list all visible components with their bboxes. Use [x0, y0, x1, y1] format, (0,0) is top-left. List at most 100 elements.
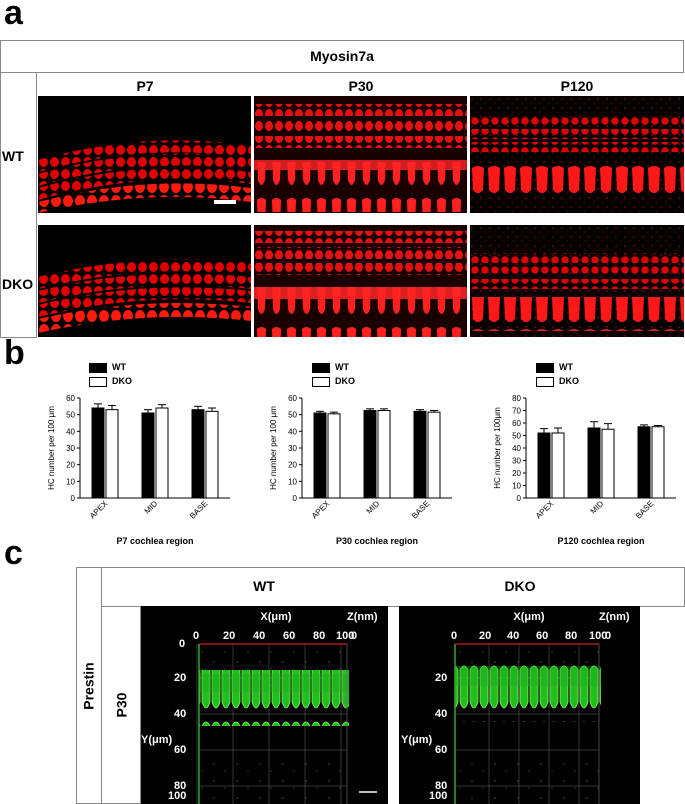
bar-wt-base: [191, 409, 205, 499]
x-tick-wt-3: 60: [283, 630, 296, 642]
panel-a-row-box: [0, 72, 37, 338]
column-label-c-dko: DKO: [504, 578, 536, 594]
y-tick-dko-1: 20: [435, 672, 448, 684]
y-tick-label: 40: [512, 444, 521, 453]
row-label-dko: DKO: [2, 276, 34, 292]
y-axis-label-dko: Y(μm): [401, 734, 433, 746]
z-tick-dko: 0: [605, 630, 612, 642]
x-tick-dko-4: 80: [565, 630, 578, 642]
bar-dko-mid: [155, 407, 169, 499]
y-tick-wt-0: 0: [179, 638, 186, 650]
x-tick-label: APEX: [88, 499, 110, 521]
y-tick-label: 60: [512, 419, 521, 428]
legend-label-wt-2: WT: [335, 362, 349, 372]
y-tick-wt-1: 20: [174, 672, 187, 684]
z-tick-wt: 0: [351, 630, 358, 642]
legend-swatch-wt: [89, 363, 107, 373]
legend-swatch-wt-2: [312, 363, 330, 373]
bar-wt-apex: [537, 432, 551, 499]
y-tick-label: 0: [71, 494, 76, 503]
x-axis-label-dko: X(μm): [513, 611, 545, 623]
panel-a-letter: a: [4, 0, 23, 32]
y-tick-label: 40: [66, 427, 75, 436]
micrograph-dko-p120: [470, 225, 684, 337]
legend-swatch-dko: [89, 377, 107, 387]
bar-wt-apex: [313, 412, 327, 499]
x-tick-wt-4: 80: [313, 630, 326, 642]
bar-dko-base: [205, 410, 219, 499]
y-tick-label: 50: [288, 411, 297, 420]
panel-b-letter: b: [4, 334, 25, 372]
y-axis-title: HC number per 100 μm: [47, 406, 56, 490]
x-tick-wt-2: 40: [253, 630, 266, 642]
micrograph-dko-p7: [38, 225, 251, 337]
x-tick-label: APEX: [534, 499, 556, 521]
bar-chart-p30: 0 10 20 30 40 50 60 HC number per 100 μm APEX MID…: [269, 394, 452, 546]
x-axis-title: P7 cochlea region: [116, 536, 193, 546]
x-tick-label: MID: [143, 499, 160, 516]
bar-wt-mid: [363, 410, 377, 499]
side-label-prestin: Prestin: [81, 661, 97, 710]
bar-dko-base: [651, 426, 665, 499]
y-tick-label: 30: [66, 444, 75, 453]
z-axis-label-wt: Z(nm): [347, 611, 378, 623]
x-tick-dko-1: 20: [479, 630, 492, 642]
y-tick-label: 30: [288, 444, 297, 453]
x-tick-dko-0: 0: [451, 630, 458, 642]
y-tick-label: 20: [512, 469, 521, 478]
y-tick-label: 60: [66, 394, 75, 403]
prestin-image-dko: X(μm) Z(nm) 0 Y(μm) 0 20 40 60 80 100 20…: [399, 606, 640, 804]
y-tick-label: 70: [512, 407, 521, 416]
column-label-p30: P30: [348, 78, 374, 94]
y-tick-label: 50: [66, 411, 75, 420]
bar-dko-apex: [327, 413, 341, 499]
bar-wt-mid: [141, 412, 155, 499]
legend-swatch-dko-3: [536, 377, 554, 387]
legend-label-dko-3: DKO: [559, 376, 579, 386]
bar-wt-base: [413, 410, 427, 499]
y-tick-label: 30: [512, 457, 521, 466]
legend-label-wt-3: WT: [559, 362, 573, 372]
y-tick-label: 10: [288, 477, 297, 486]
y-tick-wt-3: 60: [174, 744, 187, 756]
bar-dko-mid: [601, 428, 615, 499]
bar-dko-base: [427, 411, 441, 499]
bar-dko-apex: [105, 409, 119, 499]
bar-chart-p7: 0 10 20 30 40 50 60 HC number per 100 μm APEX MID…: [47, 394, 230, 546]
bar-dko-mid: [377, 410, 391, 499]
y-tick-wt-4: 80: [174, 780, 187, 792]
y-tick-label: 20: [66, 461, 75, 470]
y-tick-wt-5: 100: [168, 790, 187, 802]
x-tick-dko-3: 60: [536, 630, 549, 642]
column-label-p7: P7: [136, 78, 154, 94]
y-tick-dko-3: 60: [435, 744, 448, 756]
x-tick-label: MID: [589, 499, 606, 516]
x-tick-wt-5: 100: [336, 630, 355, 642]
x-tick-label: BASE: [188, 499, 209, 520]
x-tick-dko-2: 40: [507, 630, 520, 642]
scale-bar: [214, 200, 236, 204]
y-tick-label: 10: [66, 477, 75, 486]
micrograph-wt-p7: [38, 96, 251, 213]
bar-wt-base: [637, 426, 651, 499]
y-tick-label: 80: [512, 394, 521, 403]
z-axis-label-dko: Z(nm): [599, 611, 630, 623]
panel-c-letter: c: [4, 534, 23, 572]
micrograph-dko-p30: [254, 225, 467, 337]
micrograph-wt-p120: [470, 96, 684, 213]
row-label-p30: P30: [112, 692, 129, 718]
y-tick-label: 50: [512, 432, 521, 441]
x-tick-dko-5: 100: [589, 630, 608, 642]
x-tick-label: MID: [365, 499, 382, 516]
y-tick-label: 20: [288, 461, 297, 470]
y-tick-dko-2: 40: [435, 708, 448, 720]
x-axis-title: P30 cochlea region: [336, 536, 418, 546]
y-tick-label: 0: [517, 494, 522, 503]
row-label-wt: WT: [2, 148, 24, 164]
x-axis-title: P120 cochlea region: [557, 536, 644, 546]
bar-chart-p120: 0 10 20 30 40 50 60 70 80 HC number per 100μm APEX…: [493, 394, 676, 546]
bar-wt-mid: [587, 427, 601, 499]
x-tick-wt-0: 0: [193, 630, 200, 642]
y-axis-title: HC number per 100 μm: [269, 406, 278, 490]
legend-label-dko: DKO: [112, 376, 132, 386]
